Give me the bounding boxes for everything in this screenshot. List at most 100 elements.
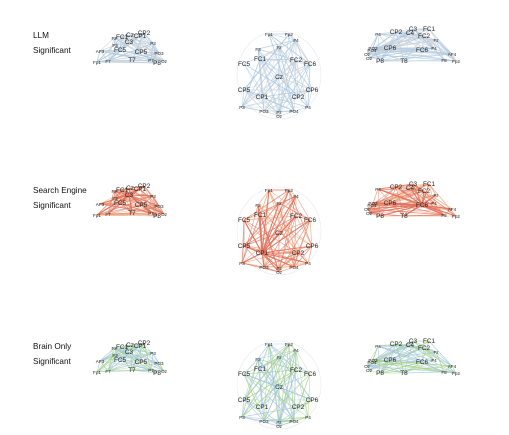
electrode-label: CP2 [292,404,305,411]
connectivity-edge [293,215,297,268]
connectivity-edge [152,42,160,54]
connectivity-edge [131,342,145,371]
electrode-label: F3 [112,196,118,201]
connectivity-edge [366,345,379,367]
connectivity-edge [107,32,145,62]
connectivity-edge [243,89,265,112]
electrode-label: C3 [125,39,134,46]
connectivity-edge [278,189,290,204]
connectivity-edge [288,189,295,268]
connectivity-edge [278,245,313,269]
connectivity-edge [241,356,280,418]
connectivity-edge [377,345,435,361]
electrode-label: CP2 [390,341,403,348]
connectivity-edge [377,188,453,210]
connectivity-edge [96,354,116,373]
electrode-label: P7 [148,368,154,373]
connectivity-edge [372,47,457,62]
connectivity-edge [371,187,411,206]
hub-edge [96,194,130,216]
electrode-label: Oz [364,52,371,57]
connectivity-edge [243,368,261,401]
electrode-label: FC6 [416,359,429,366]
electrode-label: CP2 [292,94,305,101]
connectivity-edges [366,340,457,374]
electrode-label: CP1 [134,343,147,350]
connectivity-edge [372,39,437,49]
electrode-label: CP2 [138,340,151,347]
electrode-label: AF3 [96,359,105,364]
connectivity-edge [263,356,280,422]
head-outline [236,30,322,120]
connectivity-edge [259,202,280,216]
connectivity-edge [113,347,160,364]
connectivity-edge [278,46,309,108]
row-label-search: Search Engine Significant [33,183,87,213]
connectivity-edge [451,53,457,62]
electrode-label: F4 [293,194,299,199]
electrode-label: F4 [293,38,299,43]
connectivity-edge [443,208,453,216]
electrode-label: P4 [375,344,381,349]
connectivity-edge [259,58,313,91]
connectivity-edge [278,96,299,113]
electrode-label: Pz [276,420,282,425]
hub-edge [241,252,263,264]
hub-edge [261,202,280,254]
connectivity-edge [295,39,299,98]
hub-edge [128,194,154,197]
electrode-label: CP5 [135,359,148,366]
electrode-label: PO4 [367,360,377,365]
connectivity-edge [278,219,311,234]
connectivity-edge [263,89,313,112]
electrode-label: Fz [111,36,117,41]
connectivity-edge [403,47,435,62]
electrode-label: PO3 [154,51,164,56]
hub-edge [395,186,423,206]
electrode-label: FC6 [304,371,317,378]
electrode-label: Fp2 [285,32,293,37]
electrode-label: CP1 [256,404,269,411]
connectivity-edge [263,252,299,268]
connectivity-edge [257,48,299,98]
connectivity-edge [278,356,311,375]
electrode-label: FC2 [418,188,431,195]
connectivity-edge [307,63,311,108]
connectivity-edge [372,351,437,361]
electrode-label: T8 [400,370,408,377]
electrode-label: P8 [376,58,384,65]
electrode-label: FC1 [116,344,129,351]
electrode-label: Cz [275,74,283,81]
electrode-label: P4 [375,32,381,37]
connectivity-edge [259,343,290,370]
connectivity-edge [368,47,435,59]
connectivity-edges [366,28,457,62]
connectivity-edge [421,340,430,363]
electrode-label: CP5 [135,202,148,209]
electrode-label: Fz [111,346,117,351]
hub-edge [368,204,423,214]
connectivity-edge [96,369,152,373]
connectivity-edge [243,202,280,247]
connectivity-edge [107,342,145,372]
connectivity-edge [143,32,158,64]
connectivity-edge [263,386,280,422]
head-outline [236,186,322,276]
connectivity-edge [366,365,405,374]
electrode-label: CP1 [134,33,147,40]
connectivity-edge [243,39,297,65]
connectivity-edge [99,344,131,362]
connectivity-edge [278,202,295,268]
electrode-label: CP6 [384,357,397,364]
hub-edge [107,194,130,215]
electrode-label: Fp1 [265,188,273,193]
electrode-label: FC5 [238,371,251,378]
connectivity-edge [293,219,311,268]
connectivity-edge [278,373,311,388]
electrode-label: F4 [293,348,299,353]
connectivity-edge [295,215,311,221]
